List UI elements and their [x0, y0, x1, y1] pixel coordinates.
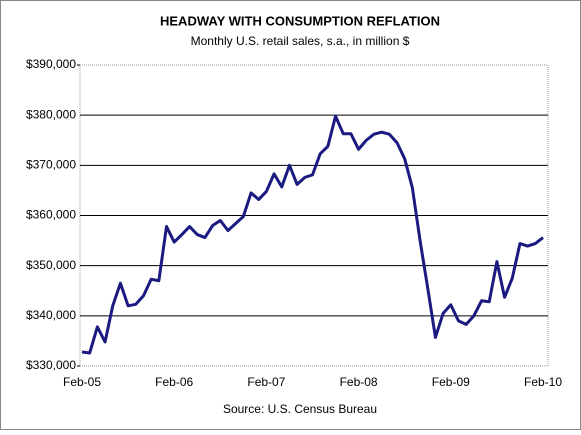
y-tick-label: $340,000 — [26, 308, 76, 322]
x-tick-label: Feb-06 — [155, 375, 193, 389]
y-tick-label: $390,000 — [26, 57, 76, 71]
chart-source: Source: U.S. Census Bureau — [223, 402, 377, 416]
x-tick-label: Feb-09 — [432, 375, 470, 389]
y-tick-label: $380,000 — [26, 107, 76, 121]
x-tick-label: Feb-05 — [63, 375, 101, 389]
x-tick-label: Feb-08 — [340, 375, 378, 389]
y-tick-label: $350,000 — [26, 258, 76, 272]
y-tick-label: $370,000 — [26, 158, 76, 172]
x-tick-label: Feb-07 — [247, 375, 285, 389]
chart-subtitle: Monthly U.S. retail sales, s.a., in mill… — [191, 34, 410, 48]
data-line — [81, 114, 544, 355]
y-tick-label: $360,000 — [26, 208, 76, 222]
chart-title: HEADWAY WITH CONSUMPTION REFLATION — [160, 13, 440, 28]
y-tick-label: $330,000 — [26, 358, 76, 372]
x-tick-label: Feb-10 — [524, 375, 562, 389]
